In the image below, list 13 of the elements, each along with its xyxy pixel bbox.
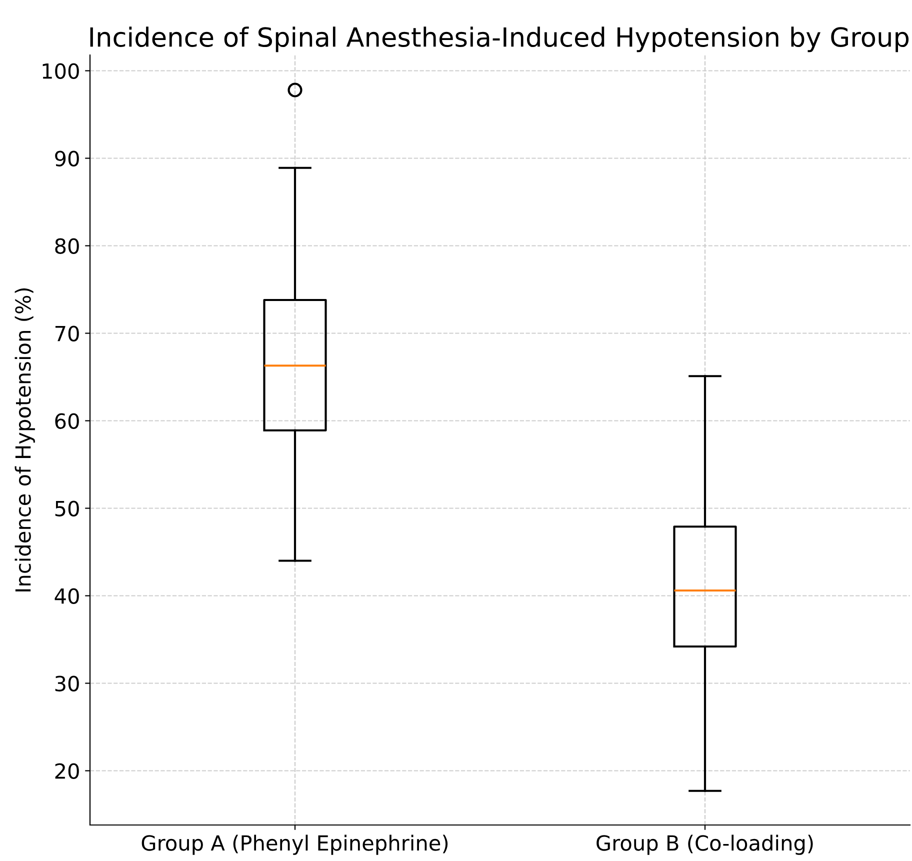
chart-title: Incidence of Spinal Anesthesia-Induced Hypotension by Group (90, 26, 909, 52)
y-tick-label: 90 (55, 150, 79, 166)
y-tick-label: 80 (55, 238, 79, 254)
x-tick-label: Group A (Phenyl Epinephrine) (142, 834, 448, 855)
y-tick-label: 50 (55, 500, 79, 516)
x-tick-label: Group B (Co-loading) (596, 834, 813, 855)
y-tick-label: 30 (55, 676, 79, 692)
y-axis-title: Incidence of Hypotension (%) (14, 288, 35, 592)
y-tick-label: 20 (55, 763, 79, 779)
y-tick-label: 60 (55, 413, 79, 429)
y-tick-label: 100 (42, 63, 79, 79)
y-tick-label: 70 (55, 326, 79, 342)
y-tick-label: 40 (54, 588, 79, 604)
